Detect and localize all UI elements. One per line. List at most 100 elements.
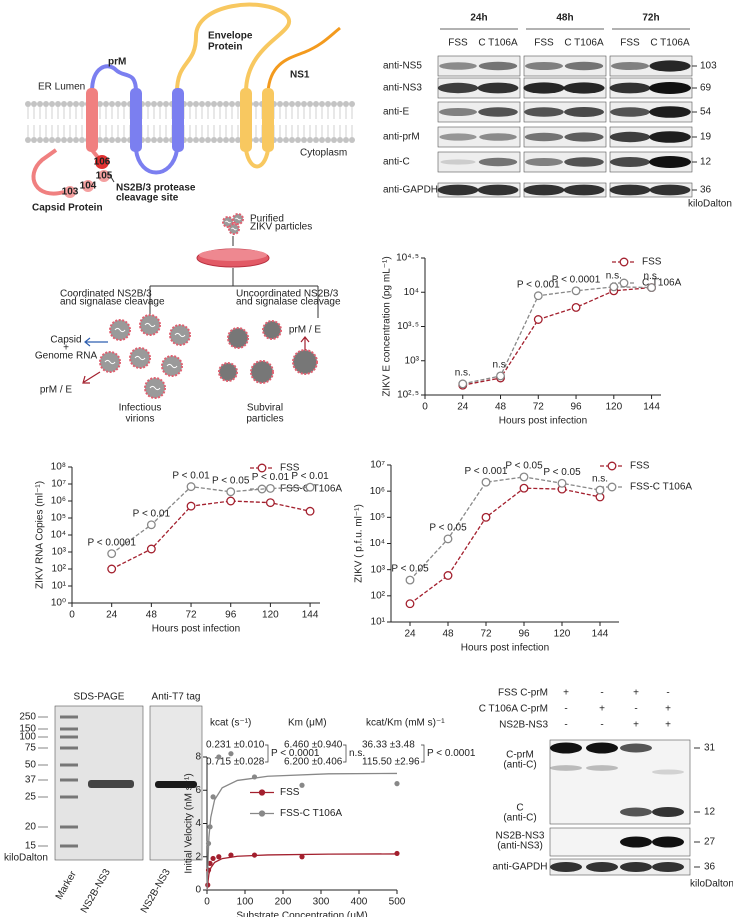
ns1-tail (266, 26, 341, 93)
legend-marker (619, 257, 629, 267)
band (586, 742, 618, 754)
lipid-head (193, 137, 199, 143)
label: virions (126, 414, 155, 425)
label: Anti-T7 tag (152, 692, 201, 703)
annotation: P < 0.05 (391, 564, 429, 575)
data-point (228, 751, 234, 757)
lipid-head (199, 101, 205, 107)
table-header: kcat/Km (mM s)⁻¹ (366, 718, 445, 729)
band (620, 862, 652, 872)
data-point (519, 483, 529, 493)
label: Capsid (50, 335, 81, 346)
marker-band (60, 763, 78, 767)
annotation: P < 0.0001 (87, 537, 136, 548)
y-tick-label: 6 (195, 785, 201, 796)
genome-squiggle (166, 363, 178, 369)
lane-label: C T106A (478, 38, 518, 49)
lipid-head (37, 101, 43, 107)
lipid-head (349, 137, 355, 143)
lipid-head (253, 137, 259, 143)
label: + (63, 343, 69, 354)
lipid-head (289, 101, 295, 107)
annotation: P < 0.001 (517, 279, 560, 290)
y-tick-label: 10¹ (371, 617, 386, 628)
table-cell: 0.231 ±0.010 (206, 740, 265, 751)
x-tick-label: 24 (457, 402, 469, 413)
kda-label: 50 (25, 760, 37, 771)
kda-label: 69 (700, 83, 712, 94)
band (524, 107, 564, 117)
annotation: n.s. (455, 367, 471, 378)
sign: + (665, 720, 671, 731)
table-header: kcat (s⁻¹) (210, 718, 251, 729)
condition-label: FSS C-prM (498, 688, 548, 699)
y-tick-label: 8 (195, 752, 201, 763)
lipid-head (151, 137, 157, 143)
lipid-head (277, 137, 283, 143)
data-point (571, 302, 581, 312)
kda-label: 12 (700, 157, 712, 168)
lipid-head (235, 101, 241, 107)
genome-squiggle (144, 322, 156, 328)
data-point (394, 850, 400, 857)
label: prM (108, 57, 126, 68)
unit-label: kiloDalton (690, 879, 733, 890)
lipid-head (49, 101, 55, 107)
table-cell: 36.33 ±3.48 (362, 740, 415, 751)
lipid-head (187, 101, 193, 107)
lipid-head (55, 101, 61, 107)
sign: + (633, 720, 639, 731)
data-point (481, 512, 491, 522)
band (477, 184, 519, 196)
lipid-head (67, 137, 73, 143)
annotation: P < 0.001 (465, 466, 508, 477)
band (652, 862, 684, 872)
sign: + (665, 704, 671, 715)
dish-rim (199, 249, 267, 261)
data-point (571, 286, 581, 296)
band (439, 62, 477, 70)
data-point (205, 867, 212, 873)
band (550, 765, 582, 771)
lane-label: FSS (620, 38, 640, 49)
series-line (409, 476, 601, 581)
lipid-head (145, 101, 151, 107)
kda-label: 19 (700, 132, 712, 143)
envelope-loop (175, 2, 292, 93)
x-tick-label: 144 (302, 610, 319, 621)
lipid-head (283, 101, 289, 107)
annotation: n.s. (643, 271, 659, 282)
y-tick-label: 10³ (405, 355, 420, 366)
lipid-head (157, 101, 163, 107)
lipid-head (31, 137, 37, 143)
data-point (146, 544, 156, 554)
band (610, 107, 650, 117)
lipid-head (103, 137, 109, 143)
legend-label: FSS-C T106A (280, 808, 342, 819)
row-label: anti-GAPDH (492, 862, 547, 873)
lipid-head (331, 137, 337, 143)
residue (98, 170, 110, 182)
lipid-head (157, 137, 163, 143)
data-point (443, 534, 453, 544)
lipid-head (217, 101, 223, 107)
subviral-particle (292, 349, 318, 375)
genome-squiggle (104, 359, 116, 365)
data-point (207, 860, 213, 867)
y-tick-label: 10²·⁵ (397, 390, 419, 401)
band (611, 62, 649, 70)
kda-label: 36 (700, 185, 712, 196)
y-tick-label: 10⁸ (51, 462, 66, 473)
band (524, 132, 564, 142)
lipid-head (121, 137, 127, 143)
band (550, 742, 582, 754)
genome-squiggle (134, 355, 146, 361)
x-tick-label: 120 (554, 629, 571, 640)
lipid-head (25, 101, 31, 107)
lipid-head (109, 137, 115, 143)
lipid-head (223, 137, 229, 143)
band (437, 184, 479, 196)
kda-label: 27 (704, 837, 716, 848)
lipid-head (211, 101, 217, 107)
